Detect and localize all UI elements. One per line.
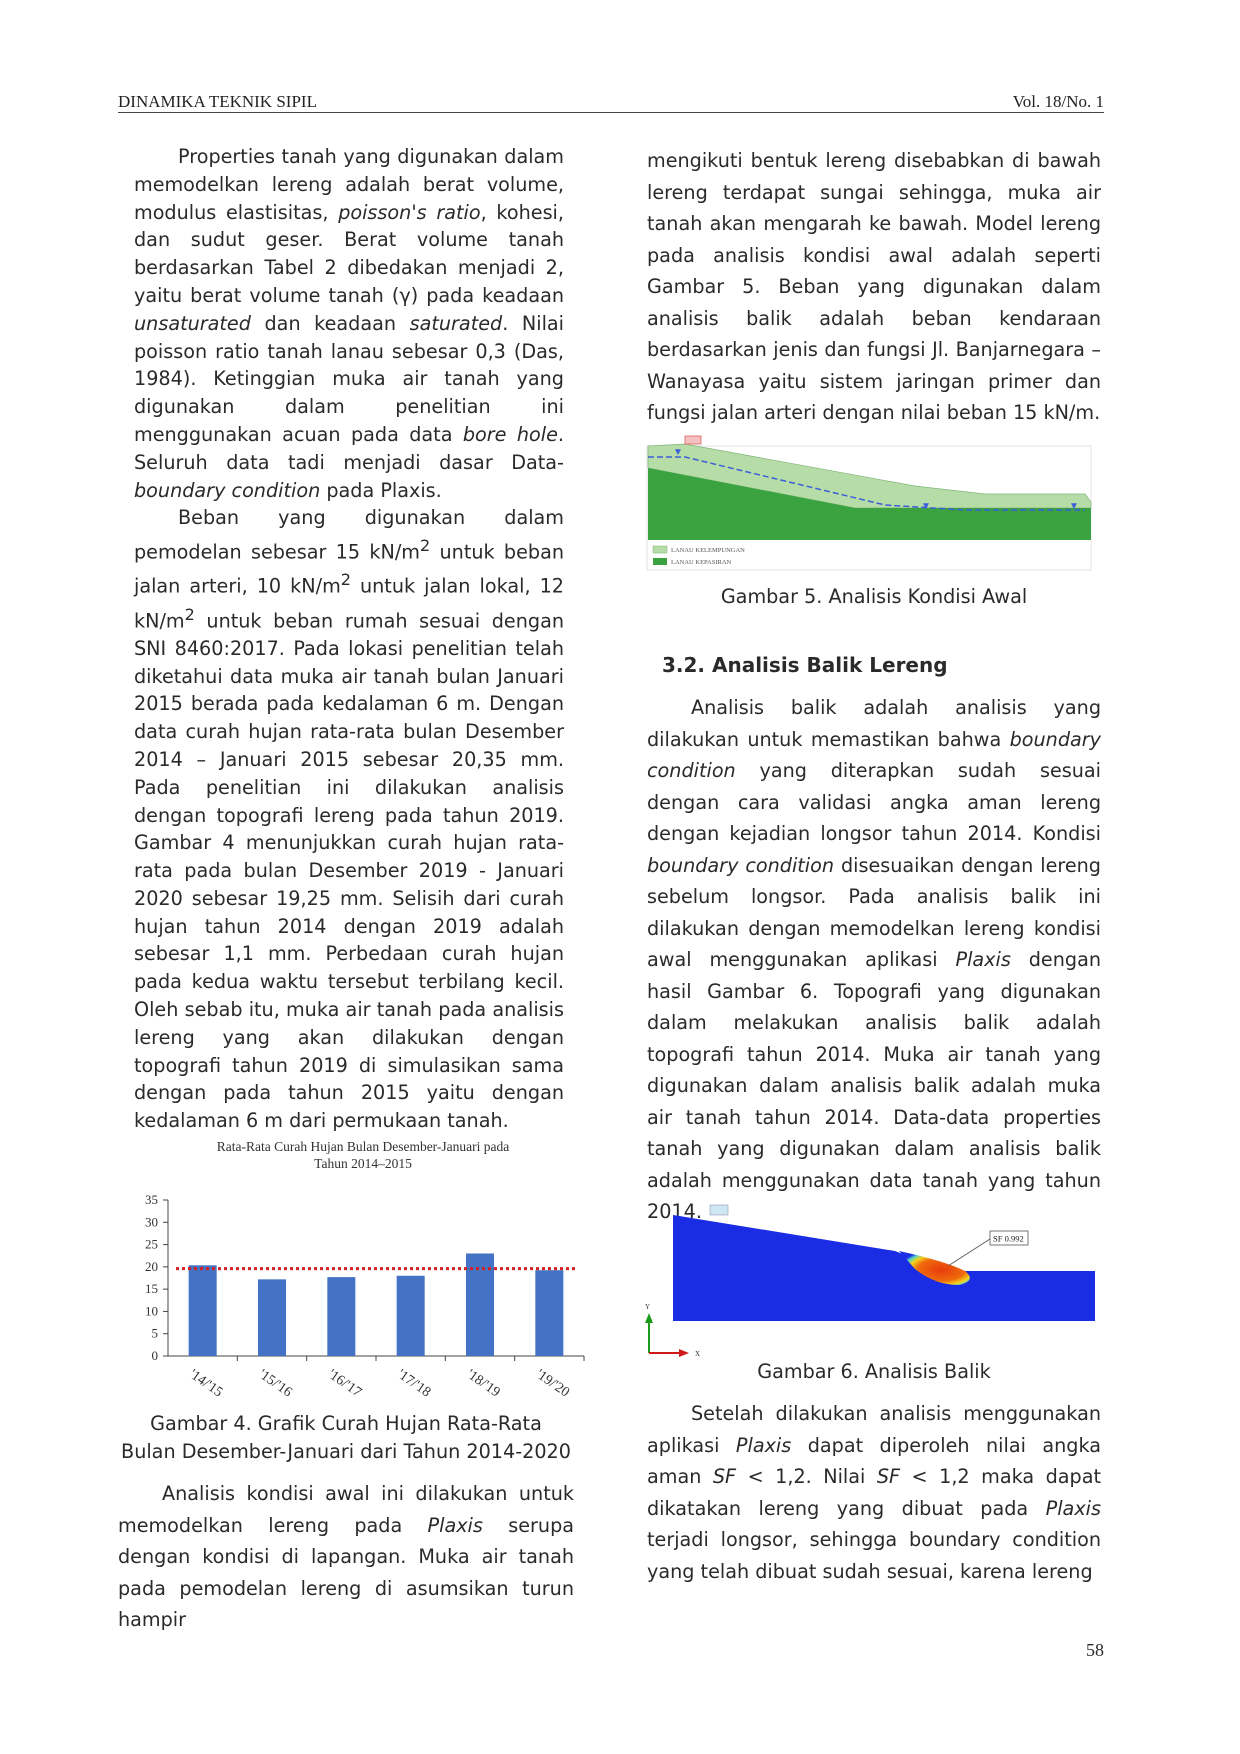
bar <box>258 1279 286 1356</box>
paragraph: Properties tanah yang digunakan dalam me… <box>134 145 564 502</box>
journal-name: DINAMIKA TEKNIK SIPIL <box>118 92 317 111</box>
lower-soil-layer <box>648 468 1091 540</box>
rainfall-bar-chart: Rata-Rata Curah Hujan Bulan Desember-Jan… <box>145 1139 585 1400</box>
chart-title-line-2: Tahun 2014–2015 <box>314 1156 412 1171</box>
x-axis-letter: X <box>695 1350 700 1358</box>
bar <box>188 1265 217 1356</box>
bar <box>466 1253 494 1356</box>
page-number: 58 <box>1086 1640 1104 1660</box>
left-column: Properties tanah yang digunakan dalam me… <box>134 143 564 1135</box>
x-tick-label: '15/'16 <box>256 1367 295 1400</box>
x-tick-label: '14/'15 <box>186 1367 225 1400</box>
bar <box>327 1277 356 1356</box>
slip-surface <box>899 1251 970 1285</box>
y-tick-label: 0 <box>152 1348 159 1363</box>
section-heading: 3.2. Analisis Balik Lereng <box>662 653 948 677</box>
paragraph: Analisis kondisi awal ini dilakukan untu… <box>118 1482 575 1631</box>
x-tick-label: '16/'17 <box>325 1367 364 1400</box>
figure-5-caption: Gambar 5. Analisis Kondisi Awal <box>720 585 1028 608</box>
caption-line: Gambar 4. Grafik Curah Hujan Rata-Rata <box>150 1412 542 1435</box>
right-column: mengikuti bentuk lereng disebabkan di ba… <box>647 145 1101 429</box>
volume-number: Vol. 18/No. 1 <box>1012 92 1104 111</box>
x-tick-label: '17/'18 <box>394 1367 433 1400</box>
figure-4-caption: Gambar 4. Grafik Curah Hujan Rata-Rata B… <box>118 1410 574 1466</box>
sf-label-box <box>989 1230 1029 1246</box>
left-column-bottom: Analisis kondisi awal ini dilakukan untu… <box>118 1478 574 1636</box>
chart-title-line-1: Rata-Rata Curah Hujan Bulan Desember-Jan… <box>217 1139 510 1154</box>
figure-6-caption: Gambar 6. Analisis Balik <box>757 1360 991 1383</box>
y-axis-letter: Y <box>645 1303 650 1311</box>
water-table-line <box>648 456 1085 511</box>
svg-text:▼: ▼ <box>921 501 931 512</box>
legend-swatch-sand <box>653 558 667 565</box>
back-analysis-figure: SF 0.992 Y X <box>645 1204 1095 1358</box>
legend-label-clay: LANAU KELEMPUNGAN <box>671 547 745 554</box>
y-tick-label: 25 <box>145 1237 158 1252</box>
legend-label-sand: LANAU KEPASIRAN <box>671 559 732 566</box>
bar <box>535 1270 564 1356</box>
x-tick-label: '18/'19 <box>464 1367 503 1400</box>
bar <box>396 1275 425 1356</box>
y-tick-label: 20 <box>145 1259 158 1274</box>
road-load-marker <box>684 435 702 445</box>
paragraph: Beban yang digunakan dalam pemodelan seb… <box>134 506 564 1133</box>
right-column-bottom: Setelah dilakukan analisis menggunakan a… <box>647 1398 1101 1587</box>
paragraph: mengikuti bentuk lereng disebabkan di ba… <box>647 149 1101 424</box>
y-tick-label: 30 <box>145 1214 158 1229</box>
load-marker <box>709 1204 729 1216</box>
y-tick-label: 35 <box>145 1192 158 1207</box>
sf-label: SF 0.992 <box>993 1234 1024 1244</box>
svg-text:▼: ▼ <box>673 447 683 458</box>
y-tick-label: 5 <box>152 1326 159 1341</box>
paragraph: Setelah dilakukan analisis menggunakan a… <box>647 1402 1101 1583</box>
x-tick-label: '19/'20 <box>533 1367 572 1400</box>
svg-text:▼: ▼ <box>1069 501 1079 512</box>
initial-condition-model-figure: ▼ ▼ ▼ LANAU KELEMPUNGAN LANAU KEPASIRAN <box>646 435 1092 571</box>
right-column-mid: Analisis balik adalah analisis yang dila… <box>647 692 1101 1228</box>
legend-swatch-clay <box>652 545 668 554</box>
y-tick-label: 15 <box>145 1281 158 1296</box>
paragraph: Analisis balik adalah analisis yang dila… <box>647 696 1101 1223</box>
running-header: DINAMIKA TEKNIK SIPIL Vol. 18/No. 1 <box>118 90 1104 113</box>
caption-line: Bulan Desember-Januari dari Tahun 2014-2… <box>121 1440 571 1463</box>
y-tick-label: 10 <box>145 1303 158 1318</box>
slope-domain <box>673 1215 1095 1321</box>
